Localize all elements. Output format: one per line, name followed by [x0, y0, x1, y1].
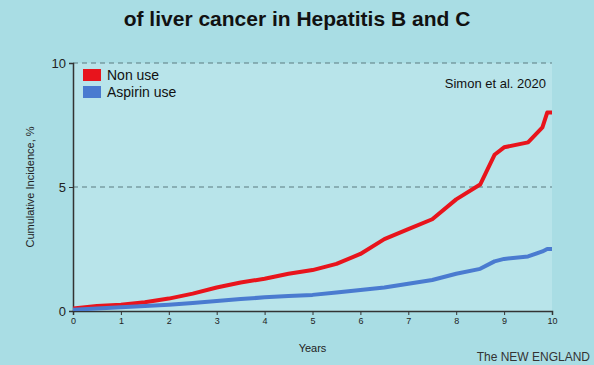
tick-mark [360, 311, 361, 315]
plot-background [73, 63, 552, 311]
y-axis: 0 5 10 [52, 56, 74, 319]
series-line [73, 249, 552, 310]
tick: 10 [547, 311, 557, 326]
tick: 2 [167, 311, 172, 326]
axis-line [69, 64, 74, 312]
tick-label: 1 [119, 316, 124, 326]
x-axis: 0 1 2 3 4 5 6 7 8 9 10 [71, 311, 558, 326]
tick-label: 5 [310, 316, 315, 326]
tick-label: 10 [52, 56, 66, 71]
tick-mark [408, 311, 409, 315]
tick: 4 [263, 311, 268, 326]
tick-label: 6 [358, 316, 363, 326]
grid-line [73, 63, 552, 64]
tick-mark [169, 311, 170, 315]
tick-label: 5 [59, 180, 66, 195]
series-line [73, 113, 552, 309]
tick: 1 [119, 311, 124, 326]
tick-mark [456, 311, 457, 315]
grid [73, 63, 552, 187]
tick: 10 [52, 56, 73, 71]
legend: Non useAspirin use [83, 67, 176, 100]
chart: of liver cancer in Hepatitis B and C 0 1 2 3… [0, 0, 594, 365]
tick-label: 9 [502, 316, 507, 326]
legend-label: Aspirin use [107, 84, 176, 100]
tick-mark [69, 187, 73, 188]
tick: 0 [59, 304, 73, 319]
tick: 0 [71, 311, 76, 326]
tick: 7 [406, 311, 411, 326]
tick: 5 [59, 180, 73, 195]
background [0, 0, 594, 365]
tick-label: 7 [406, 316, 411, 326]
y-axis-label: Cumulative Incidence, % [24, 126, 36, 247]
tick-mark [313, 311, 314, 315]
tick-label: 8 [454, 316, 459, 326]
tick: 9 [502, 311, 507, 326]
legend-swatch [83, 69, 101, 81]
legend-swatch [83, 86, 101, 98]
tick-label: 0 [71, 316, 76, 326]
x-axis-label: Years [299, 342, 327, 354]
tick-mark [121, 311, 122, 315]
tick: 3 [215, 311, 220, 326]
tick: 8 [454, 311, 459, 326]
tick-label: 10 [547, 316, 557, 326]
lines [73, 113, 552, 310]
tick-label: 0 [59, 304, 66, 319]
tick: 5 [310, 311, 315, 326]
tick-mark [265, 311, 266, 315]
tick-mark [504, 311, 505, 315]
tick-mark [69, 63, 73, 64]
axis-line [74, 312, 553, 316]
legend-label: Non use [107, 67, 159, 83]
tick-label: 4 [263, 316, 268, 326]
tick-label: 3 [215, 316, 220, 326]
tick-mark [217, 311, 218, 315]
tick-label: 2 [167, 316, 172, 326]
annotation: The NEW ENGLAND [477, 350, 591, 364]
tick-mark [552, 311, 553, 315]
tick: 6 [358, 311, 363, 326]
title: of liver cancer in Hepatitis B and C [124, 7, 471, 30]
annotation: Simon et al. 2020 [445, 76, 546, 91]
tick-mark [69, 311, 73, 312]
